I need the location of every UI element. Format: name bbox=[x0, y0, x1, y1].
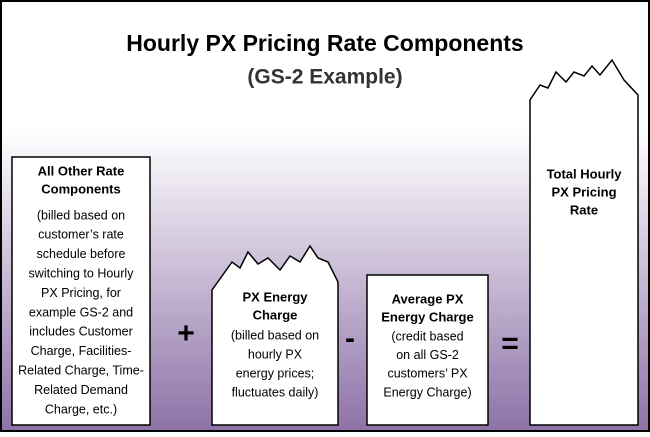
box-text: example GS-2 and bbox=[29, 305, 133, 319]
box-text: (billed based on bbox=[231, 328, 319, 342]
box-heading: Total Hourly bbox=[547, 166, 623, 181]
box bbox=[211, 244, 339, 426]
operator: = bbox=[501, 327, 519, 360]
box-text: PX Pricing, for bbox=[41, 286, 121, 300]
operator: - bbox=[345, 322, 355, 355]
labels: All Other Rate Components (billed based on… bbox=[18, 163, 622, 416]
box-heading: Average PX bbox=[392, 291, 464, 306]
box-text: schedule before bbox=[37, 247, 126, 261]
box-heading: All Other Rate bbox=[38, 163, 125, 178]
box bbox=[529, 58, 639, 426]
box bbox=[11, 156, 151, 426]
box-text: fluctuates daily) bbox=[232, 385, 319, 399]
box-text: switching to Hourly bbox=[29, 266, 135, 280]
box-heading: Rate bbox=[570, 202, 598, 217]
box-heading: Charge bbox=[253, 307, 298, 322]
subtitle: (GS-2 Example) bbox=[247, 66, 402, 89]
box-text: energy prices; bbox=[236, 366, 315, 380]
box-text: hourly PX bbox=[248, 347, 303, 361]
box-text: on all GS-2 bbox=[396, 348, 459, 362]
box-text: Related Charge, Time- bbox=[18, 363, 144, 377]
title: Hourly PX Pricing Rate Components bbox=[126, 30, 523, 56]
box-text: (credit based bbox=[391, 329, 463, 343]
box-heading: Energy Charge bbox=[381, 309, 473, 324]
box-text: Charge, etc.) bbox=[45, 402, 117, 416]
box-text: (billed based on bbox=[37, 208, 125, 222]
box-heading: Components bbox=[41, 181, 120, 196]
operator: + bbox=[177, 317, 195, 350]
box bbox=[366, 274, 489, 426]
box-heading: PX Pricing bbox=[551, 184, 616, 199]
box-text: includes Customer bbox=[29, 325, 133, 339]
box-text: Related Demand bbox=[34, 383, 128, 397]
box-text: Charge, Facilities- bbox=[31, 344, 132, 358]
box-text: customers’ PX bbox=[387, 367, 468, 381]
box-heading: PX Energy bbox=[242, 289, 308, 304]
box-text: customer’s rate bbox=[38, 228, 124, 242]
box-text: Energy Charge) bbox=[383, 385, 471, 399]
